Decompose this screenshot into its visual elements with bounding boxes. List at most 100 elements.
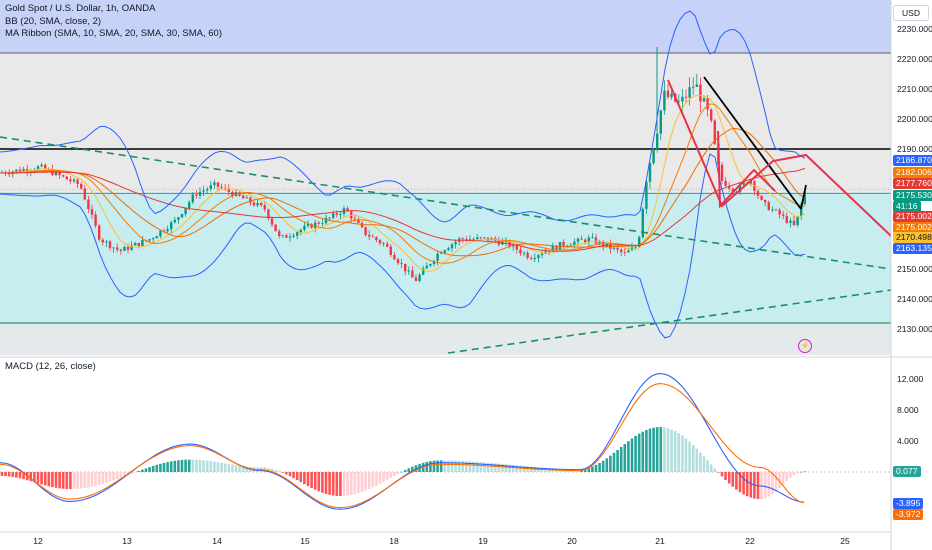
macd-bar xyxy=(385,472,389,480)
candle-body xyxy=(598,241,601,244)
macd-bar xyxy=(169,461,173,472)
macd-bar xyxy=(789,472,792,479)
candle-body xyxy=(58,171,61,176)
macd-bar xyxy=(511,464,515,472)
candle-body xyxy=(623,252,626,253)
macd-bar xyxy=(702,456,706,472)
candle-body xyxy=(152,238,155,240)
candle xyxy=(209,180,212,192)
candle-body xyxy=(537,255,540,259)
candle-body xyxy=(22,169,25,172)
candle-body xyxy=(728,185,731,189)
price-label[interactable]: 2175.002 xyxy=(893,222,932,233)
macd-bar xyxy=(220,462,223,472)
macd-bar xyxy=(209,461,213,472)
macd-bar xyxy=(83,472,87,488)
candle-body xyxy=(108,241,112,248)
macd-bar xyxy=(677,433,681,472)
price-label[interactable]: 41:16 xyxy=(893,201,921,212)
flash-icon[interactable]: ⚡ xyxy=(798,339,812,353)
time-label: 12 xyxy=(33,536,43,546)
price-label[interactable]: 2177.760 xyxy=(893,178,932,189)
candle xyxy=(638,235,641,249)
candle-body xyxy=(645,181,648,209)
middle-zone xyxy=(0,53,891,194)
candle-body xyxy=(206,189,209,191)
price-label[interactable]: 2186.870 xyxy=(893,155,932,166)
candle-body xyxy=(267,209,270,219)
ma-ribbon-label[interactable]: MA Ribbon (SMA, 10, SMA, 20, SMA, 30, SM… xyxy=(5,28,223,39)
macd-bar xyxy=(54,472,58,488)
macd-value-label[interactable]: -3.972 xyxy=(893,509,924,520)
candle-body xyxy=(404,263,407,272)
candle-body xyxy=(699,84,702,102)
candle-body xyxy=(591,237,594,239)
macd-bar xyxy=(328,472,331,495)
candle-body xyxy=(767,202,770,211)
price-label[interactable]: 2175.002 xyxy=(893,211,932,222)
candle-body xyxy=(422,268,425,275)
price-label[interactable]: 2170.498 xyxy=(893,232,932,243)
candle-body xyxy=(389,246,392,255)
candle-body xyxy=(69,179,72,182)
candle-body xyxy=(148,239,151,241)
candle-body xyxy=(540,253,544,256)
macd-bar xyxy=(583,468,587,472)
candle xyxy=(137,242,140,249)
macd-bar xyxy=(137,470,141,472)
candle-body xyxy=(407,270,410,272)
price-label[interactable]: 2163.135 xyxy=(893,243,932,254)
candle-body xyxy=(357,219,360,223)
macd-bar xyxy=(763,472,767,499)
candle-body xyxy=(263,205,266,210)
macd-bar xyxy=(162,462,166,472)
symbol-title[interactable]: Gold Spot / U.S. Dollar, 1h, OANDA xyxy=(5,3,156,14)
candle-body xyxy=(663,90,666,111)
candle xyxy=(562,239,565,249)
candle-body xyxy=(659,110,662,134)
bb-indicator-label[interactable]: BB (20, SMA, close, 2) xyxy=(5,15,102,27)
price-label[interactable]: 2182.006 xyxy=(893,167,932,178)
macd-bar xyxy=(378,472,382,484)
candle xyxy=(580,235,583,240)
candle-body xyxy=(76,179,79,184)
macd-bar xyxy=(342,472,346,496)
currency-label[interactable]: USD xyxy=(893,5,929,21)
candle xyxy=(98,224,101,242)
candle xyxy=(62,174,65,178)
macd-value-label[interactable]: -3.895 xyxy=(893,498,924,509)
candle-body xyxy=(677,101,680,103)
candle xyxy=(656,127,659,153)
macd-label[interactable]: MACD (12, 26, close) xyxy=(5,361,96,372)
candle-body xyxy=(778,209,781,215)
macd-bar xyxy=(112,472,115,481)
candle xyxy=(198,187,202,199)
time-label: 14 xyxy=(212,536,222,546)
macd-value-label[interactable]: 0.077 xyxy=(893,466,921,477)
time-label: 15 xyxy=(300,536,310,546)
candle-body xyxy=(155,236,158,239)
macd-bar xyxy=(601,460,605,472)
candle-body xyxy=(447,248,450,251)
candle xyxy=(274,224,277,232)
candle-body xyxy=(288,236,292,238)
ma-20 xyxy=(0,103,806,264)
candle-body xyxy=(771,209,774,211)
candle xyxy=(216,181,220,192)
candle-body xyxy=(314,222,317,228)
price-label[interactable]: 2175.530 xyxy=(893,190,932,201)
candle-body xyxy=(670,93,673,98)
candle xyxy=(659,109,662,141)
candle xyxy=(432,259,436,267)
candle-body xyxy=(281,235,284,237)
macd-bar xyxy=(357,472,360,494)
candle-body xyxy=(47,169,50,170)
candle-body xyxy=(292,235,295,237)
macd-bar xyxy=(627,441,630,472)
time-label: 21 xyxy=(655,536,665,546)
macd-bar xyxy=(691,444,695,472)
candle xyxy=(83,184,86,201)
candle-body xyxy=(173,219,176,223)
candle xyxy=(162,228,166,234)
